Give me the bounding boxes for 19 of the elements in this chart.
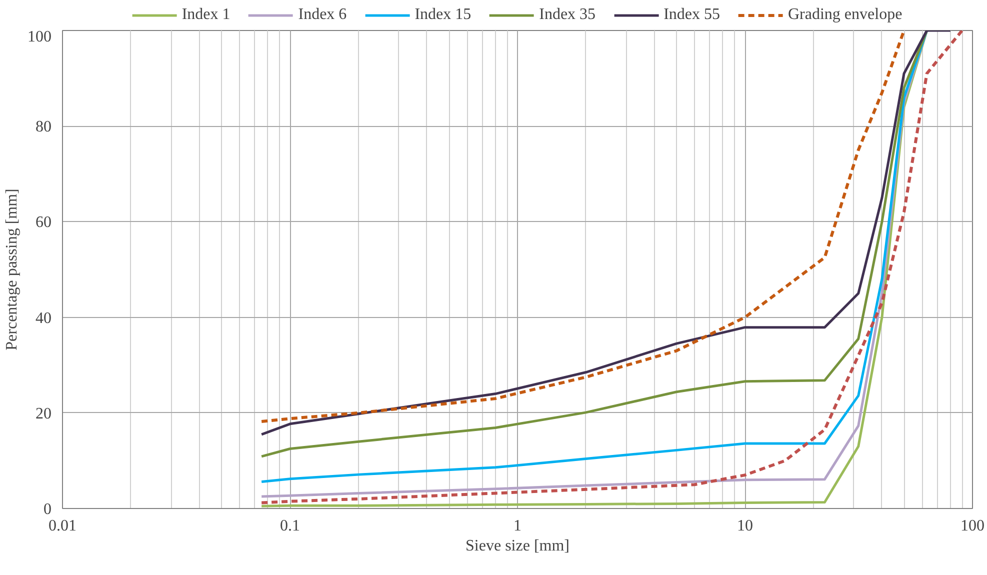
x-tick-label: 0.01 (48, 518, 76, 534)
x-axis-title: Sieve size [mm] (466, 538, 570, 554)
x-tick-label: 0.1 (280, 518, 300, 534)
x-tick-label: 1 (514, 518, 522, 534)
legend-label: Grading envelope (788, 6, 902, 24)
y-tick-label: 0 (44, 501, 52, 518)
x-tick-label: 100 (960, 518, 984, 534)
legend-label: Index 1 (182, 6, 230, 24)
legend-label: Index 6 (298, 6, 347, 24)
legend-label: Index 55 (664, 6, 720, 24)
y-axis-title: Percentage passing [mm] (4, 188, 20, 350)
y-tick-label: 40 (36, 310, 52, 327)
legend-label: Index 35 (539, 6, 596, 24)
x-tick-label: 10 (737, 518, 753, 534)
legend-label: Index 15 (414, 6, 472, 24)
y-tick-label: 60 (36, 214, 52, 232)
y-tick-label: 100 (28, 28, 52, 46)
y-tick-label: 80 (36, 118, 52, 136)
y-tick-label: 20 (36, 405, 52, 422)
